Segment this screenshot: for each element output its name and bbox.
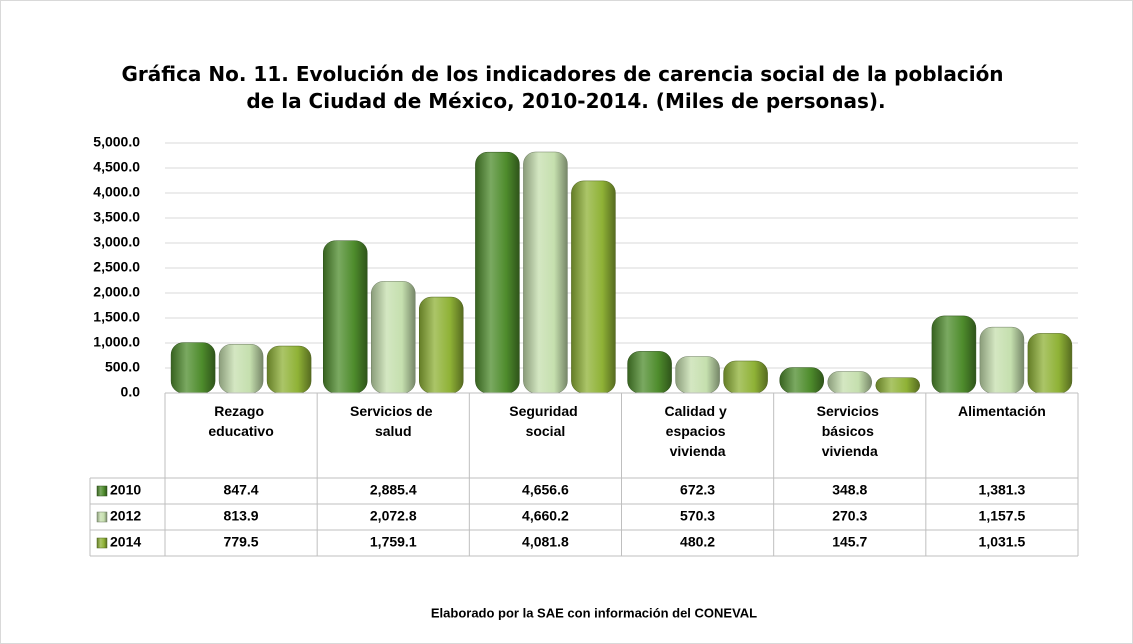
y-tick-label: 5,000.0	[93, 134, 140, 150]
y-tick-label: 3,500.0	[93, 209, 140, 225]
category-label: Servicios básicos vivienda	[817, 403, 883, 459]
category-label: Rezago educativo	[208, 403, 273, 439]
value-label: 2,072.8	[370, 508, 417, 524]
value-label: 4,656.6	[522, 482, 569, 498]
bar	[875, 377, 920, 394]
value-label: 1,381.3	[979, 482, 1026, 498]
y-tick-label: 3,000.0	[93, 234, 140, 250]
y-tick-label: 4,500.0	[93, 159, 140, 175]
value-label: 672.3	[680, 482, 715, 498]
bar	[723, 360, 768, 394]
bar	[475, 151, 520, 394]
value-label: 813.9	[224, 508, 259, 524]
value-label: 2,885.4	[370, 482, 417, 498]
category-label: Alimentación	[958, 403, 1046, 419]
bar	[675, 356, 720, 394]
legend-swatch	[96, 485, 108, 497]
category-label: Servicios de salud	[350, 403, 436, 439]
y-tick-label: 1,000.0	[93, 334, 140, 350]
legend-label: 2012	[110, 508, 141, 524]
source-note: Elaborado por la SAE con información del…	[431, 605, 757, 620]
bar	[571, 180, 616, 394]
value-label: 847.4	[224, 482, 259, 498]
y-tick-label: 1,500.0	[93, 309, 140, 325]
legend-label: 2010	[110, 482, 141, 498]
bar	[523, 151, 568, 394]
y-tick-label: 4,000.0	[93, 184, 140, 200]
y-tick-label: 0.0	[121, 384, 141, 400]
category-label: Seguridad social	[509, 403, 581, 439]
bar	[1027, 333, 1073, 394]
bar	[779, 367, 824, 394]
value-label: 570.3	[680, 508, 715, 524]
bar	[371, 281, 416, 394]
value-label: 1,759.1	[370, 534, 417, 550]
value-label: 270.3	[832, 508, 867, 524]
bar	[979, 326, 1025, 394]
value-label: 4,081.8	[522, 534, 569, 550]
bar	[627, 351, 672, 394]
value-label: 348.8	[832, 482, 867, 498]
bar	[266, 345, 312, 394]
y-tick-label: 2,000.0	[93, 284, 140, 300]
value-label: 4,660.2	[522, 508, 569, 524]
bar	[323, 240, 368, 394]
y-tick-label: 2,500.0	[93, 259, 140, 275]
value-label: 1,157.5	[979, 508, 1026, 524]
value-label: 1,031.5	[979, 534, 1026, 550]
value-label: 145.7	[832, 534, 867, 550]
bar	[218, 344, 264, 394]
bar	[827, 371, 872, 394]
bar	[931, 315, 977, 394]
legend-swatch	[96, 537, 108, 549]
value-label: 480.2	[680, 534, 715, 550]
y-tick-label: 500.0	[105, 359, 140, 375]
bar	[170, 342, 216, 394]
value-label: 779.5	[224, 534, 259, 550]
category-label: Calidad y espacios vivienda	[665, 403, 731, 459]
legend-label: 2014	[110, 534, 141, 550]
legend-swatch	[96, 511, 108, 523]
bar	[419, 296, 464, 394]
chart-title: Gráfica No. 11. Evolución de los indicad…	[121, 62, 1010, 113]
